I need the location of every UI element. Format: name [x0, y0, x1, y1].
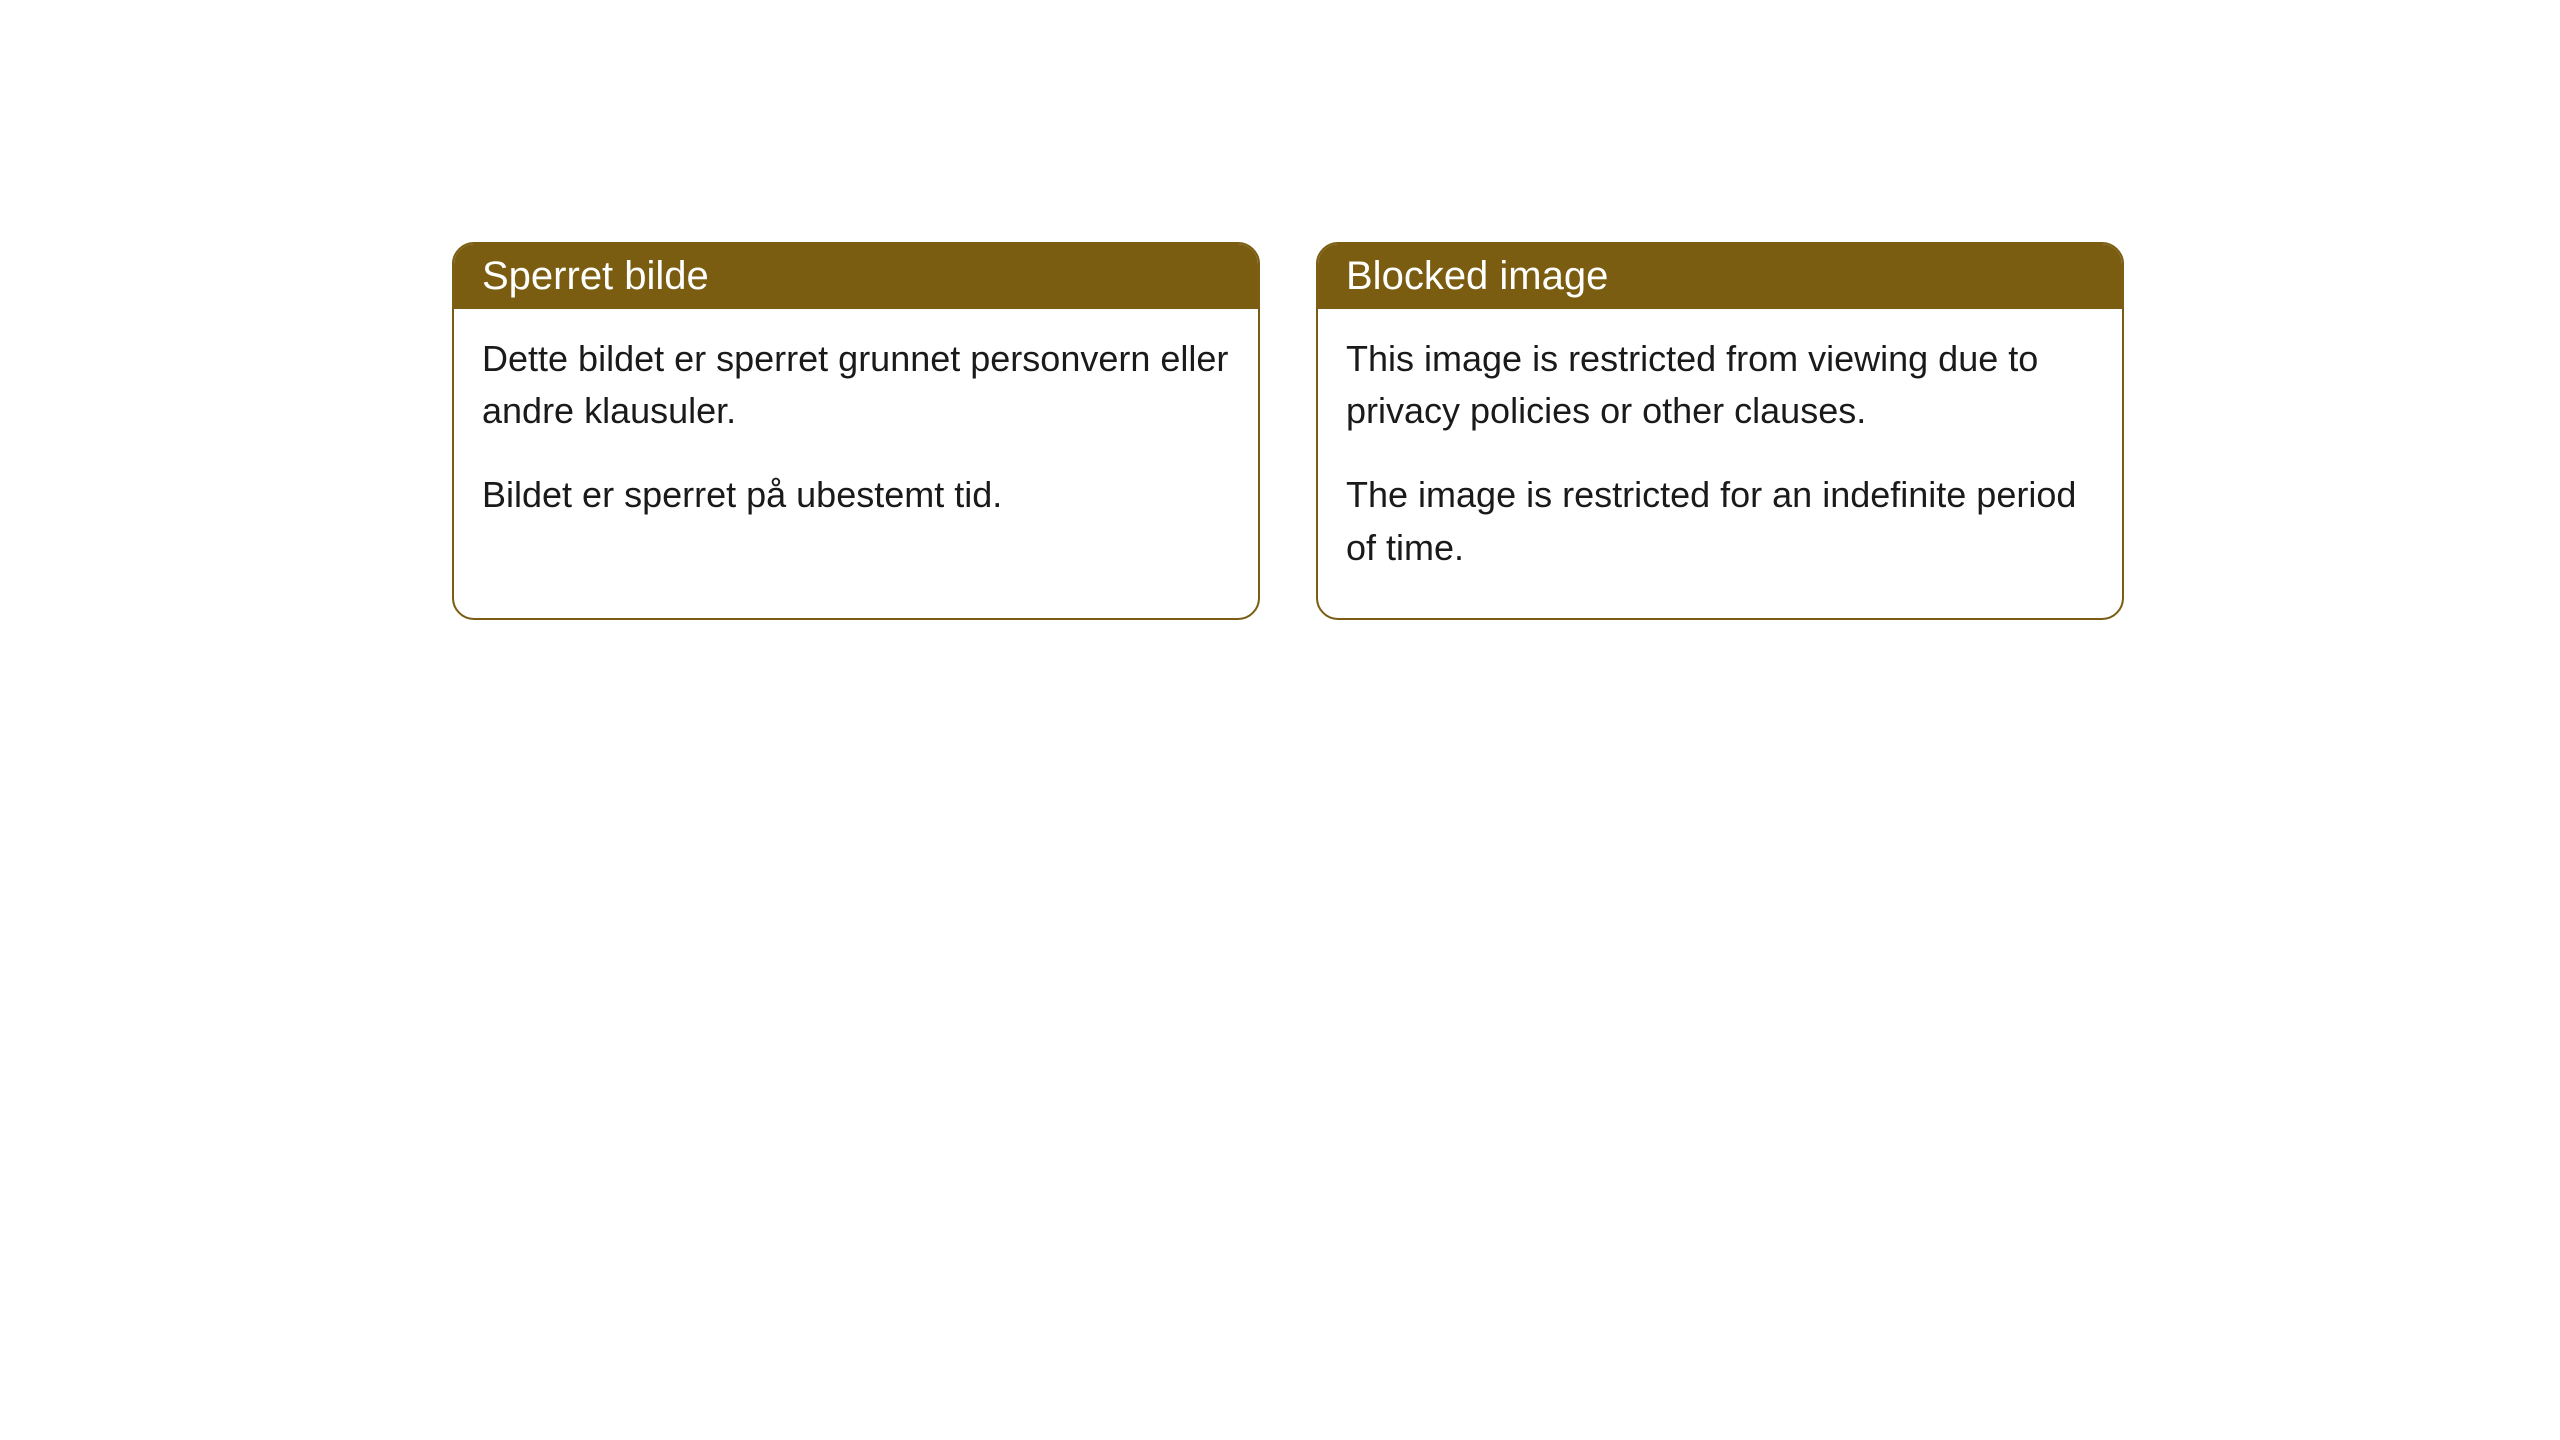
card-header-english: Blocked image [1318, 244, 2122, 309]
card-paragraph-1-norwegian: Dette bildet er sperret grunnet personve… [482, 333, 1230, 437]
card-english: Blocked image This image is restricted f… [1316, 242, 2124, 620]
card-paragraph-1-english: This image is restricted from viewing du… [1346, 333, 2094, 437]
card-paragraph-2-english: The image is restricted for an indefinit… [1346, 469, 2094, 573]
card-header-norwegian: Sperret bilde [454, 244, 1258, 309]
card-title-norwegian: Sperret bilde [482, 254, 709, 298]
cards-container: Sperret bilde Dette bildet er sperret gr… [452, 242, 2560, 620]
card-body-english: This image is restricted from viewing du… [1318, 309, 2122, 618]
card-title-english: Blocked image [1346, 254, 1608, 298]
card-norwegian: Sperret bilde Dette bildet er sperret gr… [452, 242, 1260, 620]
card-body-norwegian: Dette bildet er sperret grunnet personve… [454, 309, 1258, 566]
card-paragraph-2-norwegian: Bildet er sperret på ubestemt tid. [482, 469, 1230, 521]
